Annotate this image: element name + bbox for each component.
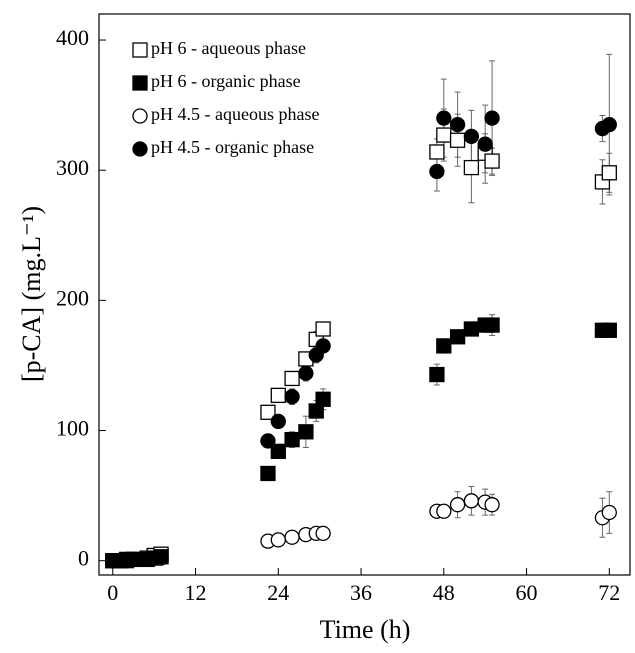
- marker: [601, 322, 617, 338]
- marker: [484, 153, 500, 169]
- x-tick-label: 72: [598, 580, 620, 605]
- marker: [601, 504, 617, 521]
- legend-marker: [132, 108, 148, 124]
- marker: [315, 391, 331, 407]
- marker: [429, 366, 445, 383]
- marker: [270, 532, 286, 548]
- marker: [601, 116, 617, 133]
- marker: [315, 321, 331, 337]
- marker: [315, 525, 331, 541]
- x-tick-label: 48: [433, 580, 455, 605]
- y-tick-label: 0: [78, 546, 89, 571]
- x-tick-label: 24: [267, 580, 289, 605]
- x-tick-label: 0: [107, 580, 118, 605]
- marker: [449, 116, 466, 133]
- marker: [260, 404, 276, 420]
- y-axis-label: [p-CA] (mg.L⁻¹): [17, 206, 46, 382]
- marker: [429, 163, 445, 180]
- plot-frame: [98, 13, 631, 576]
- x-tick-label: 60: [516, 580, 538, 605]
- marker: [463, 493, 480, 509]
- x-tick-label: 36: [350, 580, 372, 605]
- legend-label: pH 6 - organic phase: [151, 71, 301, 91]
- marker: [484, 317, 500, 333]
- marker: [463, 321, 480, 337]
- marker: [284, 529, 300, 545]
- marker: [270, 443, 286, 459]
- marker: [449, 329, 466, 345]
- marker: [449, 497, 466, 513]
- marker: [436, 338, 452, 354]
- y-tick-label: 300: [56, 155, 89, 180]
- marker: [315, 338, 331, 354]
- y-tick-label: 200: [56, 285, 89, 310]
- y-tick-label: 100: [56, 416, 89, 441]
- legend-marker: [132, 42, 148, 58]
- marker: [436, 110, 452, 126]
- x-tick-label: 12: [185, 580, 207, 605]
- marker: [601, 165, 617, 181]
- marker: [284, 389, 300, 405]
- marker: [153, 549, 169, 565]
- y-tick-label: 400: [56, 25, 89, 50]
- marker: [125, 551, 142, 568]
- marker: [463, 128, 480, 145]
- legend-label: pH 6 - aqueous phase: [151, 38, 306, 58]
- legend-marker: [132, 75, 148, 91]
- marker: [484, 110, 500, 126]
- marker: [477, 136, 493, 152]
- x-axis-label: Time (h): [320, 615, 411, 644]
- marker: [270, 387, 286, 404]
- marker: [436, 127, 452, 143]
- marker: [449, 132, 466, 148]
- marker: [260, 433, 276, 449]
- marker: [463, 159, 480, 176]
- legend-marker: [132, 141, 148, 157]
- marker: [260, 465, 276, 482]
- marker: [484, 497, 500, 513]
- marker: [429, 144, 445, 160]
- legend-label: pH 4.5 - aqueous phase: [151, 104, 319, 124]
- marker: [284, 431, 300, 448]
- marker: [284, 370, 300, 387]
- marker: [436, 503, 452, 519]
- marker: [298, 365, 314, 381]
- marker: [270, 413, 286, 430]
- legend-label: pH 4.5 - organic phase: [151, 137, 314, 157]
- marker: [298, 424, 314, 440]
